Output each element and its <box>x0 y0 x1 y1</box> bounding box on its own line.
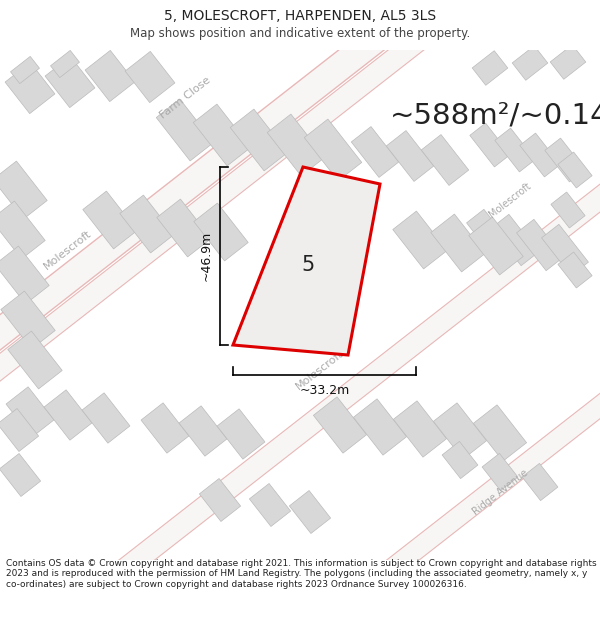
Polygon shape <box>289 491 331 534</box>
Polygon shape <box>1 291 55 349</box>
Polygon shape <box>313 397 367 453</box>
Polygon shape <box>558 252 592 288</box>
Polygon shape <box>482 453 518 491</box>
Polygon shape <box>267 114 325 176</box>
Polygon shape <box>512 46 548 80</box>
Text: 5, MOLESCROFT, HARPENDEN, AL5 3LS: 5, MOLESCROFT, HARPENDEN, AL5 3LS <box>164 9 436 23</box>
Text: Molescroft: Molescroft <box>487 181 533 219</box>
Polygon shape <box>82 393 130 443</box>
Polygon shape <box>0 409 38 451</box>
Polygon shape <box>83 191 137 249</box>
Polygon shape <box>287 330 600 625</box>
Polygon shape <box>8 331 62 389</box>
Text: ~33.2m: ~33.2m <box>299 384 350 398</box>
Polygon shape <box>542 224 589 276</box>
Polygon shape <box>156 99 214 161</box>
Text: ~46.9m: ~46.9m <box>199 231 212 281</box>
Polygon shape <box>141 403 189 453</box>
Polygon shape <box>199 479 241 521</box>
Polygon shape <box>0 201 45 259</box>
Polygon shape <box>421 134 469 186</box>
Polygon shape <box>0 0 472 505</box>
Polygon shape <box>386 131 434 181</box>
Polygon shape <box>473 405 527 461</box>
Polygon shape <box>50 51 79 78</box>
Polygon shape <box>193 104 251 166</box>
Polygon shape <box>491 214 538 266</box>
Polygon shape <box>520 133 560 177</box>
Polygon shape <box>233 167 380 355</box>
Text: Map shows position and indicative extent of the property.: Map shows position and indicative extent… <box>130 28 470 41</box>
Text: Contains OS data © Crown copyright and database right 2021. This information is : Contains OS data © Crown copyright and d… <box>6 559 596 589</box>
Text: Molescroft: Molescroft <box>294 348 346 392</box>
Polygon shape <box>469 217 523 275</box>
Polygon shape <box>551 192 585 228</box>
Polygon shape <box>393 211 447 269</box>
Polygon shape <box>179 406 227 456</box>
Polygon shape <box>5 62 55 114</box>
Polygon shape <box>433 403 487 459</box>
Polygon shape <box>157 199 211 257</box>
Polygon shape <box>472 51 508 85</box>
Polygon shape <box>6 387 54 437</box>
Polygon shape <box>304 119 362 181</box>
Polygon shape <box>44 390 92 440</box>
Polygon shape <box>470 123 510 167</box>
Text: ~588m²/~0.145ac.: ~588m²/~0.145ac. <box>390 101 600 129</box>
Polygon shape <box>394 401 446 457</box>
Polygon shape <box>125 51 175 102</box>
Polygon shape <box>353 399 407 455</box>
Polygon shape <box>0 454 41 496</box>
Polygon shape <box>467 209 514 261</box>
Polygon shape <box>45 56 95 108</box>
Polygon shape <box>351 127 399 178</box>
Polygon shape <box>85 51 135 102</box>
Polygon shape <box>550 45 586 79</box>
Polygon shape <box>442 441 478 479</box>
Polygon shape <box>0 161 47 219</box>
Polygon shape <box>250 484 290 526</box>
Polygon shape <box>11 56 40 84</box>
Polygon shape <box>230 109 288 171</box>
Text: 5: 5 <box>301 255 314 275</box>
Text: Molescroft: Molescroft <box>42 228 94 272</box>
Polygon shape <box>431 214 485 272</box>
Polygon shape <box>495 128 535 172</box>
Polygon shape <box>545 138 585 182</box>
Polygon shape <box>194 203 248 261</box>
Polygon shape <box>58 115 600 625</box>
Polygon shape <box>0 0 600 355</box>
Polygon shape <box>522 463 558 501</box>
Polygon shape <box>0 246 49 304</box>
Polygon shape <box>517 219 563 271</box>
Text: Ridge Avenue: Ridge Avenue <box>470 468 530 517</box>
Polygon shape <box>120 195 174 253</box>
Polygon shape <box>558 152 592 188</box>
Polygon shape <box>217 409 265 459</box>
Text: Farm Close: Farm Close <box>158 75 212 121</box>
